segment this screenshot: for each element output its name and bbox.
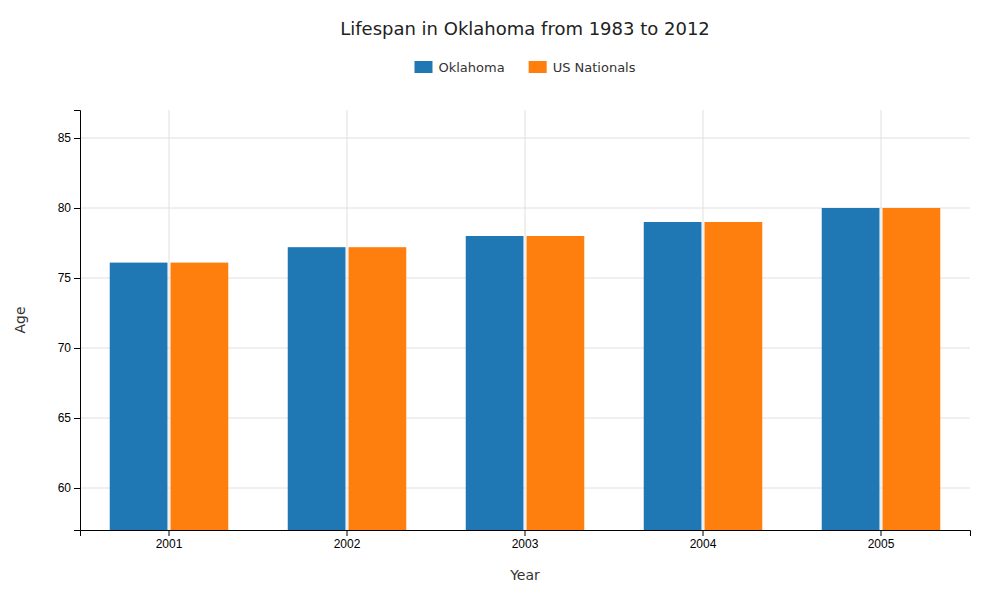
legend-swatch [414,61,432,73]
y-tick-mark [74,488,80,489]
legend-label: Oklahoma [438,60,504,75]
legend-label: US Nationals [553,60,636,75]
x-tick-mark [703,530,704,536]
x-tick-label: 2001 [156,537,183,551]
legend: Oklahoma US Nationals [414,60,635,75]
x-tick-mark [525,530,526,536]
bar [288,247,346,530]
bar [466,236,524,530]
y-tick: 65 [58,411,80,425]
grid-line-x [881,110,882,530]
x-tick-label: 2004 [690,537,717,551]
y-tick: 75 [58,271,80,285]
y-tick-label: 80 [58,201,72,215]
grid-line-x [703,110,704,530]
x-axis-line [81,531,971,537]
x-tick: 2003 [512,530,539,551]
y-axis-line [74,111,81,531]
x-tick: 2004 [690,530,717,551]
y-tick-label: 60 [58,481,72,495]
bar [883,208,941,530]
bar [110,263,168,530]
y-tick: 80 [58,201,80,215]
bar [171,263,229,530]
bar [822,208,880,530]
x-tick-label: 2005 [868,537,895,551]
x-tick-mark [169,530,170,536]
x-tick-mark [881,530,882,536]
x-tick: 2001 [156,530,183,551]
grid-line-x [169,110,170,530]
x-tick-label: 2003 [512,537,539,551]
y-tick-mark [74,418,80,419]
y-tick: 60 [58,481,80,495]
bar [644,222,702,530]
y-tick: 70 [58,341,80,355]
bars [110,208,941,530]
grid-line-x [347,110,348,530]
x-axis: 2001 2002 2003 2004 2005 [81,530,971,551]
chart-title: Lifespan in Oklahoma from 1983 to 2012 [340,18,710,39]
x-tick: 2005 [868,530,895,551]
y-tick-mark [74,138,80,139]
y-tick-mark [74,278,80,279]
grid-line-x [525,110,526,530]
plot-area: 2001 2002 2003 2004 2005 60 65 70 75 80 85 [58,110,971,600]
y-tick-mark [74,348,80,349]
bar-series [110,208,880,530]
y-axis-title: Age [12,306,28,333]
x-tick-label: 2002 [334,537,361,551]
legend-item: Oklahoma [414,60,504,75]
chart-svg: 2001 2002 2003 2004 2005 60 65 70 75 80 85 Year Age L… [0,0,1000,600]
y-tick-label: 75 [58,271,72,285]
bar [527,236,585,530]
y-axis: 60 65 70 75 80 85 [58,111,81,531]
bar [705,222,763,530]
y-tick-label: 70 [58,341,72,355]
bar [349,247,407,530]
bar-series [171,208,941,530]
legend-item: US Nationals [529,60,636,75]
x-tick: 2002 [334,530,361,551]
chart-container: 2001 2002 2003 2004 2005 60 65 70 75 80 85 Year Age L… [0,0,1000,600]
y-tick-mark [74,208,80,209]
x-tick-mark [347,530,348,536]
y-tick-label: 85 [58,131,72,145]
y-tick-label: 65 [58,411,72,425]
x-axis-title: Year [509,567,540,583]
y-tick: 85 [58,131,80,145]
legend-swatch [529,61,547,73]
